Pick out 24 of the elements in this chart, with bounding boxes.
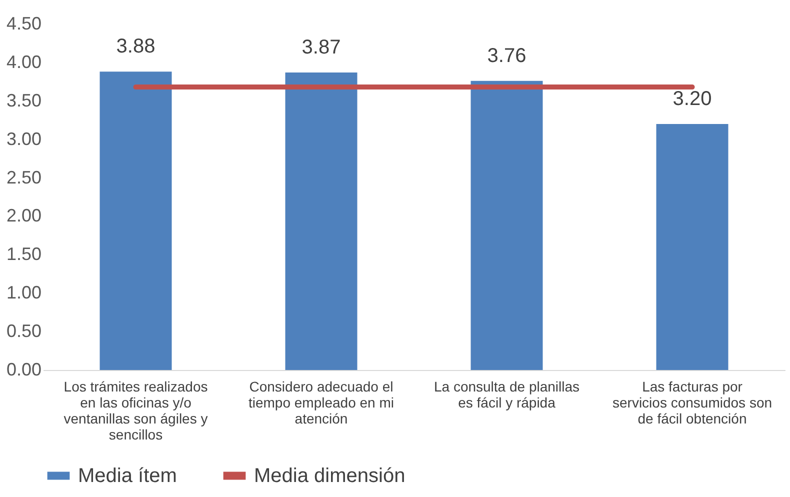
x-tick-label: Los trámites realizados en las oficinas y/o ventanillas son ágiles y sencillos [64, 378, 208, 442]
data-label: 3.88 [116, 36, 156, 58]
x-tick-label: Las facturas por servicios consumidos son de fácil obtención [612, 378, 772, 426]
legend-label: Media ítem [78, 464, 177, 487]
legend-label: Media dimensión [254, 464, 406, 487]
bar [285, 72, 358, 370]
y-tick-label: 4.00 [6, 52, 42, 72]
bar [470, 80, 543, 370]
data-label: 3.87 [302, 36, 341, 58]
y-tick-label: 3.50 [6, 90, 42, 110]
y-tick-label: 1.50 [6, 244, 42, 264]
y-tick-label: 2.00 [6, 206, 42, 226]
y-tick-label: 0.50 [6, 321, 42, 342]
y-tick-label: 4.50 [6, 14, 42, 34]
y-tick-label: 2.50 [6, 167, 42, 188]
y-tick-label: 0.00 [6, 360, 42, 380]
y-tick-label: 1.00 [6, 282, 42, 303]
data-label: 3.20 [672, 88, 712, 110]
x-tick-label: La consulta de planillas es fácil y rápida [434, 378, 580, 410]
bar [100, 72, 172, 370]
x-tick-label: Considero adecuado el tiempo empleado en mi atención [248, 378, 394, 426]
y-tick-label: 3.00 [6, 128, 42, 149]
data-label: 3.76 [487, 44, 526, 67]
bar [656, 124, 728, 370]
